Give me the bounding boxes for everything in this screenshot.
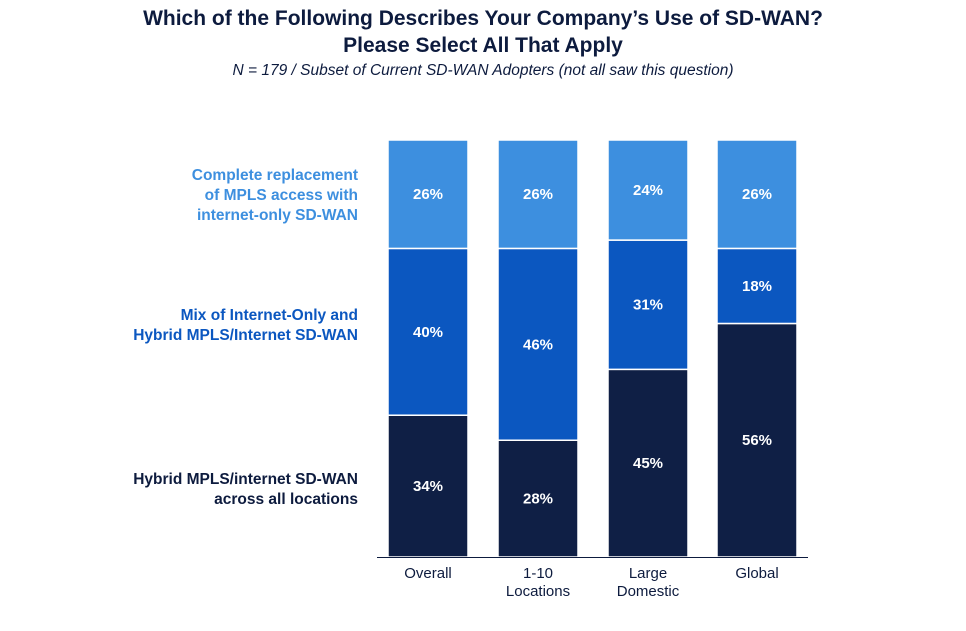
bar-segment [716,322,798,558]
chart-title-line-1: Which of the Following Describes Your Co… [143,7,823,30]
legend-complete-replacement: Complete replacement of MPLS access with… [191,167,358,224]
bar-segment [387,414,469,558]
data-label: 24% [633,182,663,199]
bar-segment [607,139,689,241]
data-label: 34% [413,478,443,495]
bar-segment [387,139,469,250]
category-label: Large Domestic [617,565,680,600]
data-label: 31% [633,297,663,314]
category-labels: Overall 1-10 Locations Large Domestic Global [404,565,778,600]
data-label: 18% [742,278,772,295]
data-label: 45% [633,455,663,472]
bar-segment [607,239,689,371]
data-label: 26% [413,186,443,203]
legend-hybrid: Hybrid MPLS/internet SD-WAN across all l… [133,471,358,508]
bar-segment [497,139,579,250]
data-label: 28% [523,491,553,508]
bar-segment [387,247,469,416]
chart-title-line-2: Please Select All That Apply [343,34,623,57]
bar-segment [716,139,798,250]
chart-subtitle: N = 179 / Subset of Current SD-WAN Adopt… [232,62,734,79]
bar-segment [716,247,798,325]
data-label: 46% [523,336,553,353]
bar-segment [497,247,579,441]
data-label: 26% [742,186,772,203]
bar-segment [497,439,579,558]
data-label: 40% [413,324,443,341]
bars-layer: 34% 40% 26% 28% 46% 26% 45% 31% 24% 56% 18% 26% [387,139,798,558]
category-label: 1-10 Locations [506,565,570,600]
category-label: Overall [404,565,452,582]
category-label: Global [735,565,778,582]
data-label: 56% [742,432,772,449]
data-label: 26% [523,186,553,203]
legend-mix: Mix of Internet-Only and Hybrid MPLS/Int… [133,307,358,344]
